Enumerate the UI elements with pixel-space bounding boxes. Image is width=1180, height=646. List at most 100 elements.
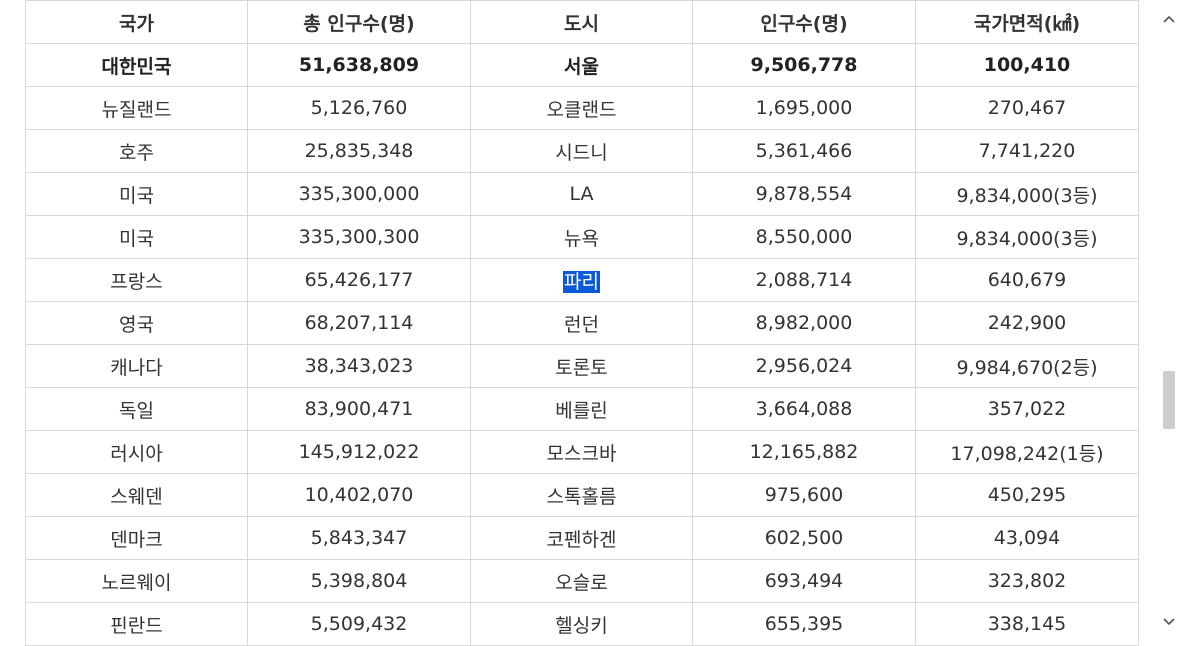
cell-city: 뉴욕 (470, 215, 693, 259)
table-row: 프랑스 65,426,177 파리 2,088,714 640,679 (25, 258, 1139, 302)
cell-total-population: 145,912,022 (247, 430, 471, 474)
cell-country-area: 640,679 (915, 258, 1139, 302)
cell-country: 덴마크 (25, 516, 248, 560)
cell-city: 오슬로 (470, 559, 693, 603)
cell-country-area: 242,900 (915, 301, 1139, 345)
cell-country: 영국 (25, 301, 248, 345)
table-row: 덴마크 5,843,347 코펜하겐 602,500 43,094 (25, 516, 1139, 560)
cell-city: 런던 (470, 301, 693, 345)
cell-total-population: 65,426,177 (247, 258, 471, 302)
table-row: 노르웨이 5,398,804 오슬로 693,494 323,802 (25, 559, 1139, 603)
cell-country: 러시아 (25, 430, 248, 474)
header-total-population: 총 인구수(명) (247, 0, 471, 44)
cell-country-area: 338,145 (915, 602, 1139, 646)
cell-city-population: 655,395 (692, 602, 916, 646)
cell-city-population: 8,550,000 (692, 215, 916, 259)
table-row: 핀란드 5,509,432 헬싱키 655,395 338,145 (25, 602, 1139, 646)
cell-city: 토론토 (470, 344, 693, 388)
cell-city: 헬싱키 (470, 602, 693, 646)
cell-country: 스웨덴 (25, 473, 248, 517)
header-city: 도시 (470, 0, 693, 44)
chevron-down-icon (1163, 618, 1175, 626)
cell-city: LA (470, 172, 693, 216)
cell-city: 모스크바 (470, 430, 693, 474)
table-row: 미국 335,300,000 LA 9,878,554 9,834,000(3등… (25, 172, 1139, 216)
cell-total-population: 5,398,804 (247, 559, 471, 603)
cell-country: 뉴질랜드 (25, 86, 248, 130)
cell-city-population: 2,956,024 (692, 344, 916, 388)
cell-country-area: 357,022 (915, 387, 1139, 431)
cell-country: 독일 (25, 387, 248, 431)
header-city-population: 인구수(명) (692, 0, 916, 44)
cell-city-population: 5,361,466 (692, 129, 916, 173)
cell-city-population: 9,506,778 (692, 43, 916, 87)
cell-country-area: 100,410 (915, 43, 1139, 87)
header-country-area: 국가면적(㎢) (915, 0, 1139, 44)
cell-city: 베를린 (470, 387, 693, 431)
population-table: 국가 총 인구수(명) 도시 인구수(명) 국가면적(㎢) 대한민국 51,63… (25, 0, 1139, 646)
cell-country: 캐나다 (25, 344, 248, 388)
cell-country-area: 9,834,000(3등) (915, 172, 1139, 216)
cell-city: 서울 (470, 43, 693, 87)
cell-total-population: 51,638,809 (247, 43, 471, 87)
cell-city-population: 8,982,000 (692, 301, 916, 345)
cell-total-population: 25,835,348 (247, 129, 471, 173)
cell-city: 오클랜드 (470, 86, 693, 130)
cell-city-population: 12,165,882 (692, 430, 916, 474)
table-row: 영국 68,207,114 런던 8,982,000 242,900 (25, 301, 1139, 345)
scroll-up-button[interactable] (1158, 8, 1180, 30)
cell-city: 코펜하겐 (470, 516, 693, 560)
cell-country-area: 323,802 (915, 559, 1139, 603)
chevron-up-icon (1163, 15, 1175, 23)
table-row: 미국 335,300,300 뉴욕 8,550,000 9,834,000(3등… (25, 215, 1139, 259)
selected-text[interactable]: 파리 (563, 270, 600, 293)
table-row: 러시아 145,912,022 모스크바 12,165,882 17,098,2… (25, 430, 1139, 474)
cell-country-area: 7,741,220 (915, 129, 1139, 173)
scroll-down-button[interactable] (1158, 611, 1180, 633)
cell-city-population: 1,695,000 (692, 86, 916, 130)
cell-total-population: 335,300,000 (247, 172, 471, 216)
cell-country-area: 43,094 (915, 516, 1139, 560)
vertical-scrollbar[interactable] (1158, 0, 1180, 641)
cell-city-population: 602,500 (692, 516, 916, 560)
cell-total-population: 83,900,471 (247, 387, 471, 431)
cell-country-area: 9,834,000(3등) (915, 215, 1139, 259)
cell-city[interactable]: 파리 (470, 258, 693, 302)
cell-city-population: 3,664,088 (692, 387, 916, 431)
cell-total-population: 10,402,070 (247, 473, 471, 517)
header-country: 국가 (25, 0, 248, 44)
population-table-container: 국가 총 인구수(명) 도시 인구수(명) 국가면적(㎢) 대한민국 51,63… (25, 0, 1139, 646)
cell-country: 호주 (25, 129, 248, 173)
cell-country: 미국 (25, 215, 248, 259)
cell-city-population: 975,600 (692, 473, 916, 517)
cell-total-population: 5,509,432 (247, 602, 471, 646)
cell-country-area: 450,295 (915, 473, 1139, 517)
cell-country-area: 17,098,242(1등) (915, 430, 1139, 474)
cell-country: 미국 (25, 172, 248, 216)
cell-total-population: 335,300,300 (247, 215, 471, 259)
cell-city-population: 2,088,714 (692, 258, 916, 302)
table-body: 대한민국 51,638,809 서울 9,506,778 100,410 뉴질랜… (25, 43, 1139, 646)
scroll-thumb[interactable] (1163, 371, 1175, 429)
table-row: 독일 83,900,471 베를린 3,664,088 357,022 (25, 387, 1139, 431)
cell-country: 프랑스 (25, 258, 248, 302)
cell-country: 핀란드 (25, 602, 248, 646)
cell-country-area: 270,467 (915, 86, 1139, 130)
cell-country: 노르웨이 (25, 559, 248, 603)
cell-city-population: 9,878,554 (692, 172, 916, 216)
cell-total-population: 68,207,114 (247, 301, 471, 345)
cell-country-area: 9,984,670(2등) (915, 344, 1139, 388)
cell-city-population: 693,494 (692, 559, 916, 603)
table-row: 스웨덴 10,402,070 스톡홀름 975,600 450,295 (25, 473, 1139, 517)
cell-city: 스톡홀름 (470, 473, 693, 517)
table-row: 뉴질랜드 5,126,760 오클랜드 1,695,000 270,467 (25, 86, 1139, 130)
table-row: 호주 25,835,348 시드니 5,361,466 7,741,220 (25, 129, 1139, 173)
cell-total-population: 5,126,760 (247, 86, 471, 130)
header-row: 국가 총 인구수(명) 도시 인구수(명) 국가면적(㎢) (25, 0, 1139, 44)
cell-city: 시드니 (470, 129, 693, 173)
cell-total-population: 5,843,347 (247, 516, 471, 560)
table-header: 국가 총 인구수(명) 도시 인구수(명) 국가면적(㎢) (25, 0, 1139, 44)
table-row: 캐나다 38,343,023 토론토 2,956,024 9,984,670(2… (25, 344, 1139, 388)
cell-total-population: 38,343,023 (247, 344, 471, 388)
table-row-highlight: 대한민국 51,638,809 서울 9,506,778 100,410 (25, 43, 1139, 87)
